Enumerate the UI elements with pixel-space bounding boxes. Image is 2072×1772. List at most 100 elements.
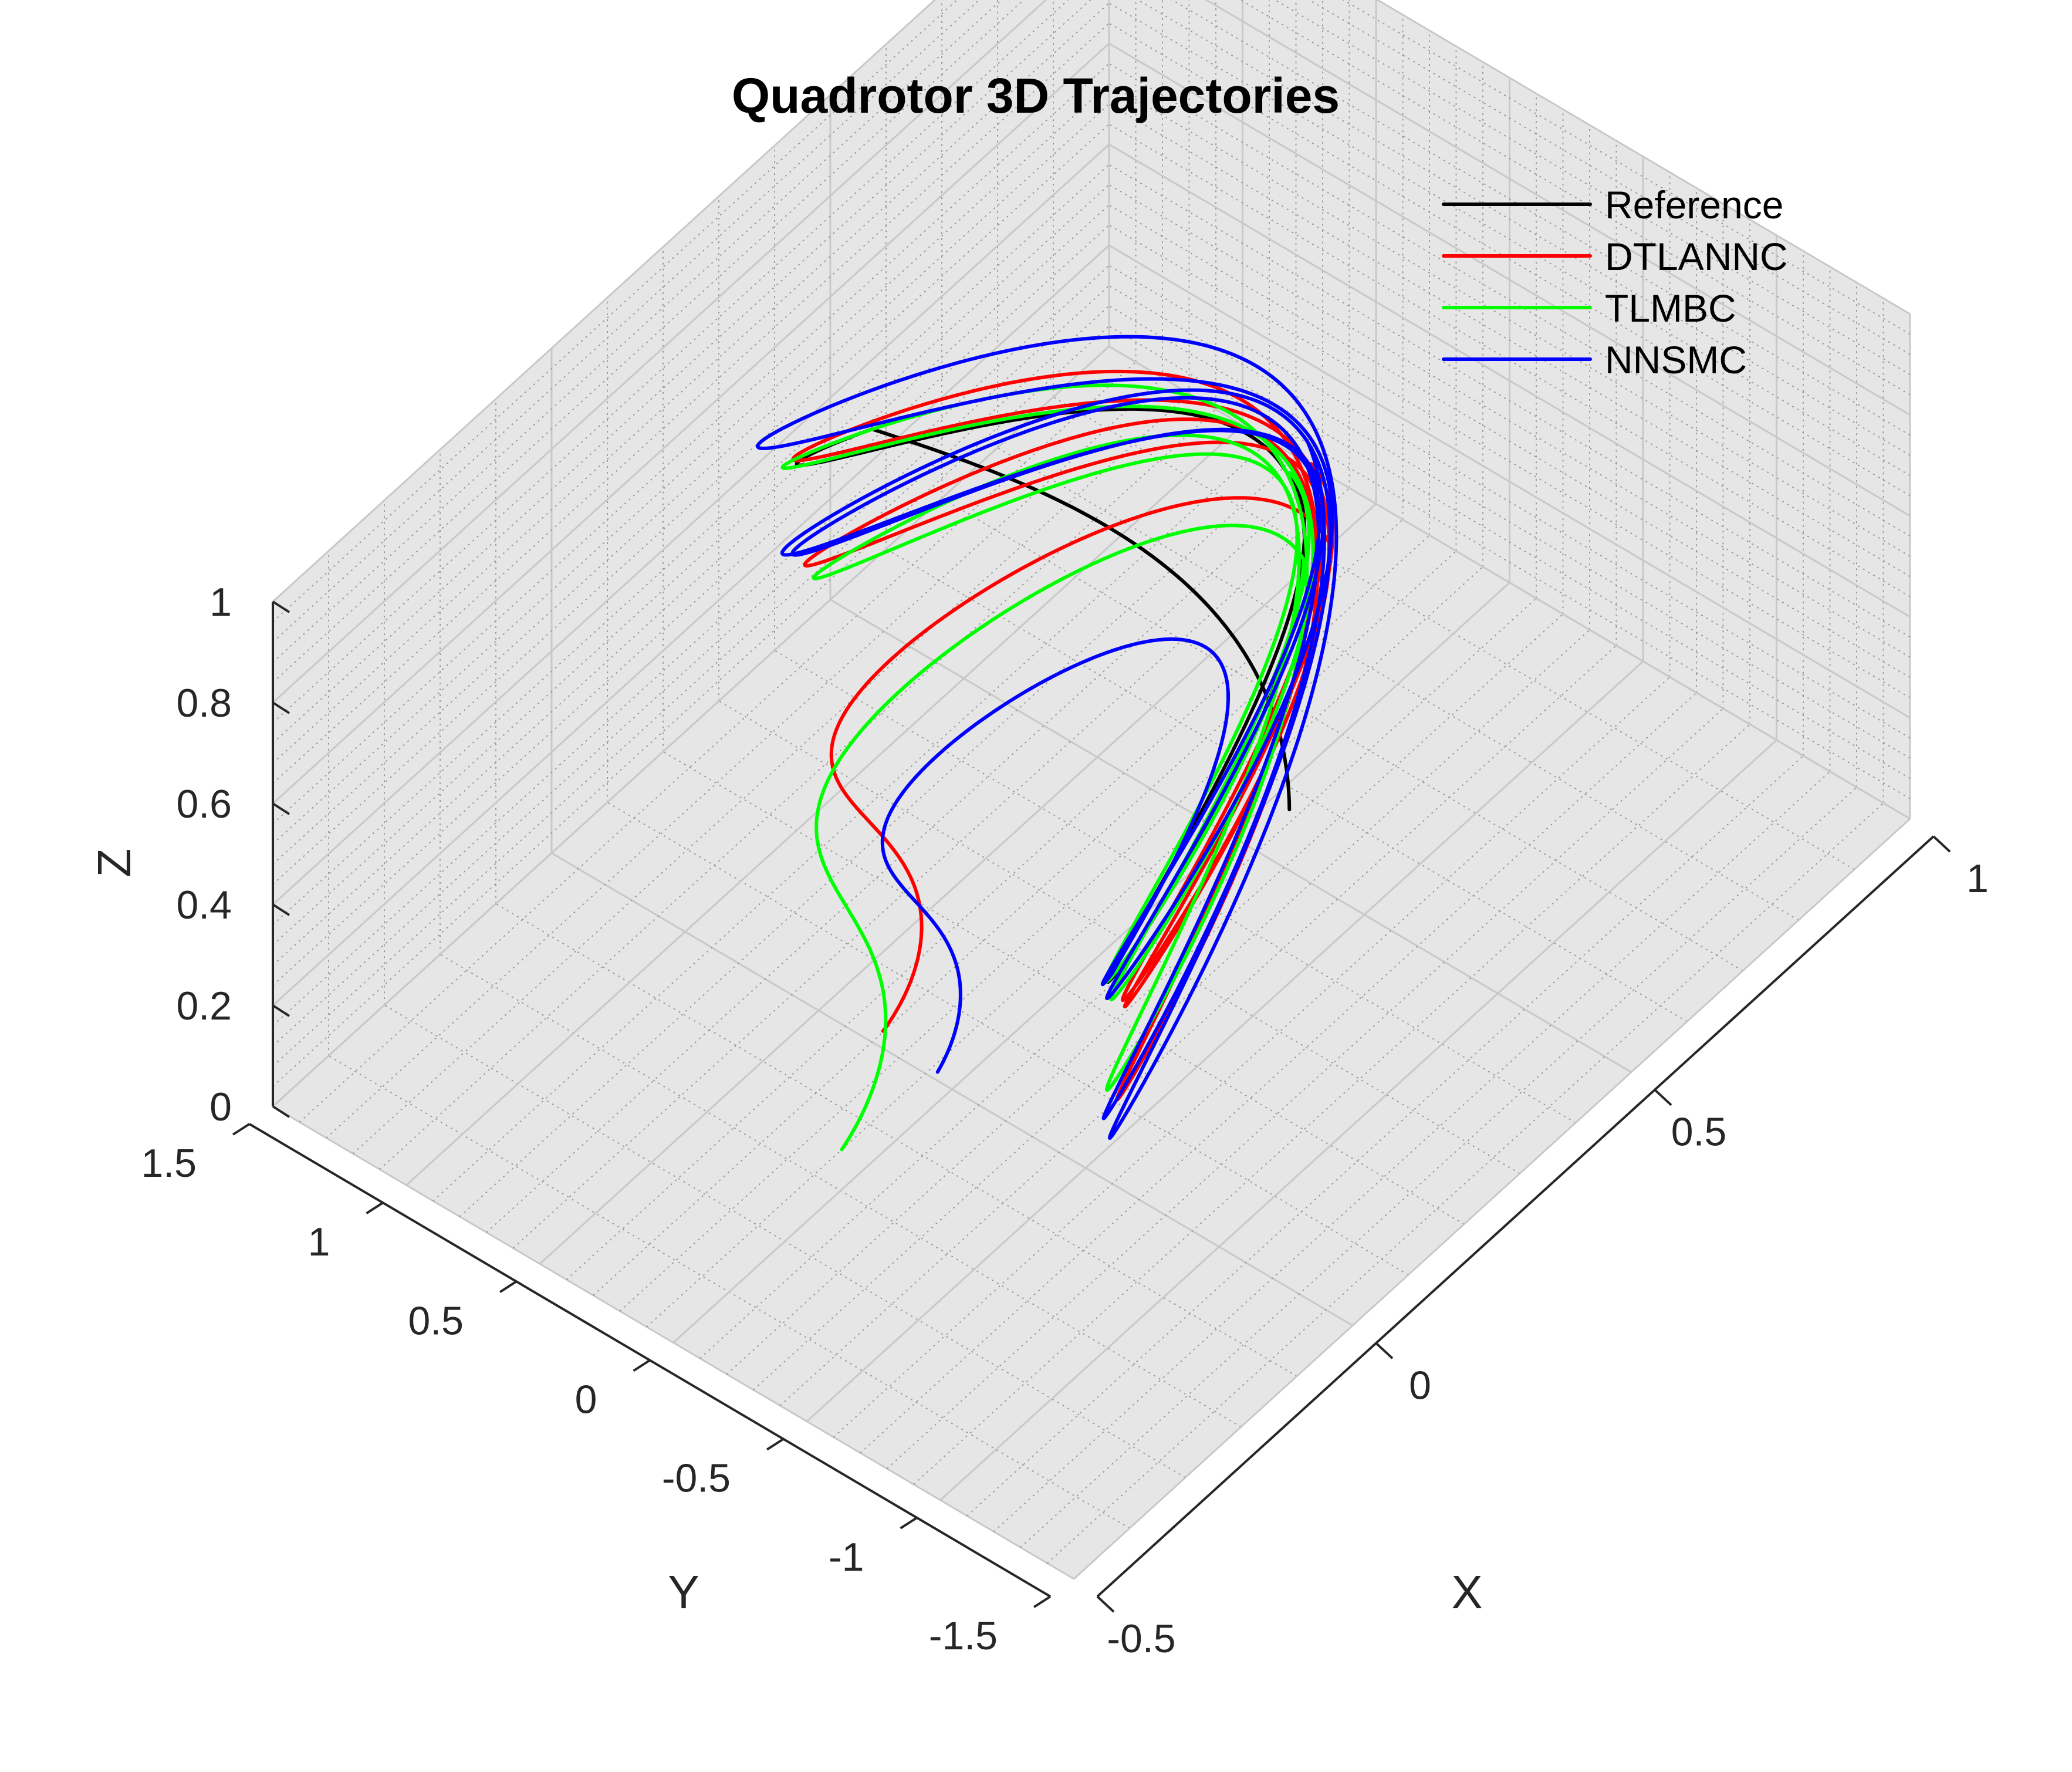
- grid-line-y-floor: [806, 660, 1644, 1422]
- y-tick-mark: [499, 1280, 518, 1294]
- grid-line-y-floor: [512, 487, 1350, 1249]
- x-tick-mark: [1096, 1595, 1115, 1613]
- grid-line-y-floor: [833, 676, 1671, 1438]
- grid-line-y-floor: [352, 393, 1190, 1155]
- legend-label-dtlannc: DTLANNC: [1605, 235, 1788, 278]
- grid-line-z-wall-x: [1108, 83, 1911, 557]
- grid-line-y-floor: [939, 739, 1777, 1501]
- grid-line-z-wall-y: [272, 184, 1110, 946]
- grid-line-z-wall-x: [1342, 0, 1911, 335]
- y-tick-label: -0.5: [662, 1456, 731, 1501]
- z-tick-label: 0.2: [176, 984, 232, 1028]
- grid-line-z-wall-x: [1108, 2, 1911, 477]
- grid-line-z-wall-y: [272, 325, 1110, 1087]
- grid-line-y-floor: [459, 456, 1297, 1217]
- grid-line-z-wall-x: [1308, 0, 1911, 355]
- grid-line-y-floor: [1020, 787, 1857, 1548]
- y-tick-label: 0: [575, 1378, 597, 1422]
- grid-line-z-wall-y: [272, 224, 1110, 986]
- grid-line-z-wall-y: [272, 164, 1110, 926]
- grid-line-z-wall-y: [272, 63, 1110, 825]
- grid-line-z-wall-y: [272, 0, 1047, 704]
- grid-line-z-wall-y: [272, 265, 1110, 1027]
- x-tick-mark: [1654, 1089, 1672, 1106]
- grid-line-z-wall-x: [1108, 184, 1911, 658]
- grid-line-z-wall-y: [272, 305, 1110, 1066]
- grid-line-z-wall-y: [272, 42, 1110, 805]
- grid-line-z-wall-y: [272, 0, 981, 643]
- grid-line-y-floor: [405, 424, 1243, 1186]
- z-tick-mark: [272, 1105, 290, 1118]
- x-tick-label: 1: [1966, 856, 1989, 901]
- y-tick-mark: [232, 1123, 251, 1136]
- grid-line-y-floor: [1046, 802, 1884, 1564]
- grid-line-z-wall-y: [272, 2, 1110, 764]
- grid-line-y-floor: [593, 535, 1430, 1296]
- grid-line-y-floor: [432, 440, 1270, 1201]
- grid-line-y-floor: [779, 645, 1617, 1406]
- grid-line-z-wall-x: [1108, 143, 1911, 618]
- grid-line-z-wall-y: [272, 0, 937, 603]
- grid-line-z-wall-x: [1273, 0, 1911, 376]
- z-tick-mark: [272, 600, 290, 613]
- x-tick-label: -0.5: [1107, 1616, 1175, 1661]
- legend-label-reference: Reference: [1605, 183, 1784, 227]
- grid-line-z-wall-x: [1108, 305, 1911, 779]
- z-tick-label: 0.8: [176, 681, 232, 725]
- grid-line-y-floor: [379, 409, 1216, 1170]
- grid-line-z-wall-x: [1205, 0, 1911, 416]
- grid-lines: [272, 0, 1911, 1580]
- grid-line-z-wall-y: [272, 0, 1002, 663]
- grid-line-z-wall-x: [1108, 42, 1911, 517]
- y-tick-label: 0.5: [408, 1298, 464, 1343]
- grid-line-y-floor: [860, 692, 1697, 1454]
- z-tick-mark: [272, 903, 290, 916]
- grid-line-z-wall-x: [1108, 63, 1911, 537]
- grid-line-y-floor: [326, 377, 1163, 1139]
- grid-line-y-floor: [993, 771, 1831, 1533]
- grid-line-z-wall-y: [272, 83, 1110, 845]
- grid-line-y-floor: [1073, 818, 1911, 1580]
- x-tick-mark: [1932, 835, 1951, 853]
- series-line-tlmbc: [780, 383, 1315, 1152]
- grid-line-z-wall-x: [1239, 0, 1911, 396]
- chart-title: Quadrotor 3D Trajectories: [732, 68, 1340, 123]
- grid-line-y-floor: [726, 613, 1564, 1375]
- y-tick-label: 1.5: [141, 1141, 197, 1186]
- x-tick-label: 0.5: [1671, 1110, 1727, 1155]
- y-tick-label: -1.5: [929, 1614, 998, 1658]
- z-axis-label: Z: [88, 849, 140, 877]
- series-line-nnsmc: [756, 335, 1338, 1140]
- legend: Reference DTLANNC TLMBC NNSMC: [1442, 183, 1788, 382]
- grid-line-y-floor: [646, 566, 1483, 1328]
- grid-line-z-wall-y: [272, 204, 1110, 966]
- tick-labels: -0.5 0 0.5 1 -1.5 -1 -0.5 0 0.5 1 1.5 0 0.2 0.4 0.6 0.8…: [141, 580, 1988, 1661]
- grid-line-z-wall-x: [1108, 285, 1911, 759]
- grid-line-y-floor: [619, 551, 1457, 1312]
- grid-line-y-floor: [913, 724, 1750, 1485]
- y-tick-mark: [900, 1517, 918, 1530]
- x-axis-line: [1096, 835, 1935, 1598]
- z-tick-mark: [272, 701, 290, 714]
- y-tick-mark: [366, 1201, 384, 1214]
- back-wall-y-pane: [273, 0, 1109, 1106]
- z-tick-label: 1: [209, 580, 232, 625]
- y-tick-mark: [633, 1359, 651, 1372]
- grid-line-y-floor: [566, 519, 1404, 1280]
- grid-line-z-wall-x: [1375, 0, 1911, 315]
- grid-line-y-floor: [486, 471, 1323, 1233]
- grid-line-z-wall-y: [272, 285, 1110, 1047]
- grid-line-z-wall-y: [272, 0, 1025, 683]
- grid-line-z-wall-y: [272, 103, 1110, 865]
- grid-line-z-wall-x: [1137, 0, 1911, 456]
- x-axis-label: X: [1451, 1566, 1482, 1618]
- grid-line-z-wall-x: [1108, 103, 1911, 578]
- y-tick-label: -1: [829, 1535, 864, 1579]
- grid-line-z-wall-x: [1108, 224, 1911, 698]
- grid-line-z-wall-y: [272, 0, 1069, 724]
- x-tick-mark: [1375, 1342, 1394, 1359]
- grid-line-y-floor: [672, 582, 1510, 1344]
- grid-line-z-wall-y: [272, 0, 1091, 744]
- grid-line-z-wall-x: [1108, 244, 1911, 719]
